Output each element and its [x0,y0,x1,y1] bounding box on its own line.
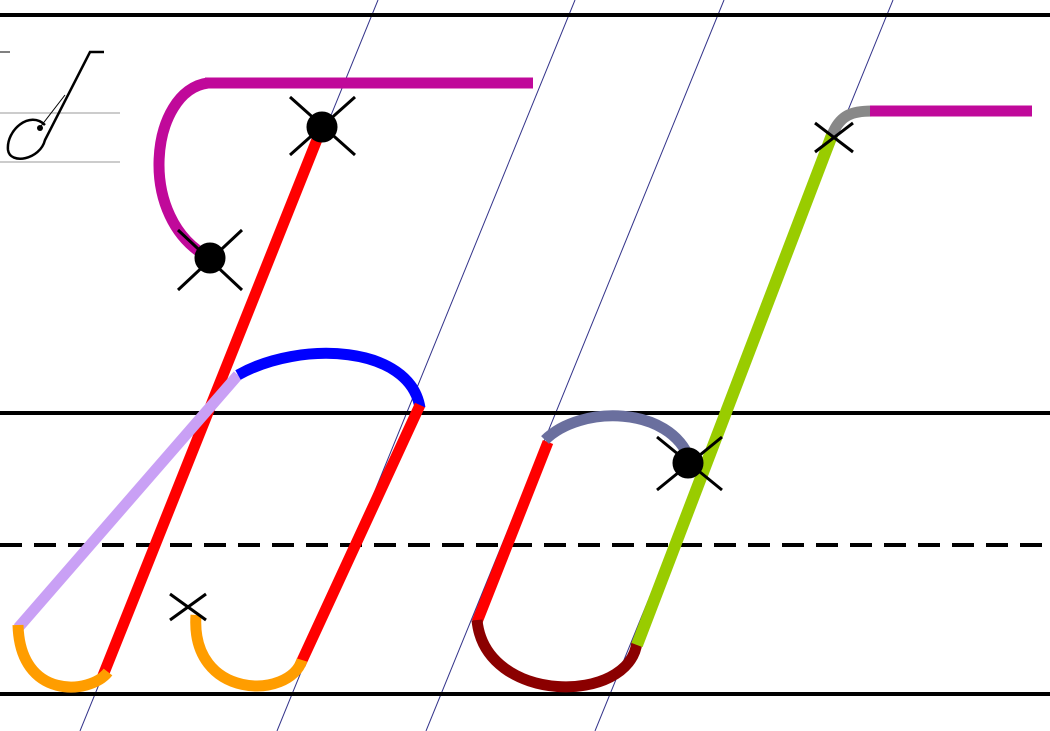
stroke-bowl [471,619,643,693]
stroke-hook [153,77,213,263]
stroke-turn [826,105,873,138]
markers [169,95,854,622]
sample-icon [0,50,120,163]
stroke-down [295,402,425,668]
stroke-loop [190,614,308,692]
stroke-stem [631,132,838,648]
cross [289,95,356,157]
stroke-arch [541,410,696,463]
strokes [12,77,1032,693]
cross [169,592,207,622]
icon-arrow [37,94,66,131]
stroke-arch [235,347,426,410]
slant-line [425,0,725,731]
cross [656,435,723,492]
slant-lines [79,0,894,731]
ruling [0,13,1050,696]
icon-letter [6,50,104,160]
stroke-diagonal [13,371,243,632]
cross [814,121,854,154]
cross [176,228,244,292]
stroke-down [471,439,554,625]
stroke-loop [12,624,113,693]
icon-dot [37,125,43,131]
